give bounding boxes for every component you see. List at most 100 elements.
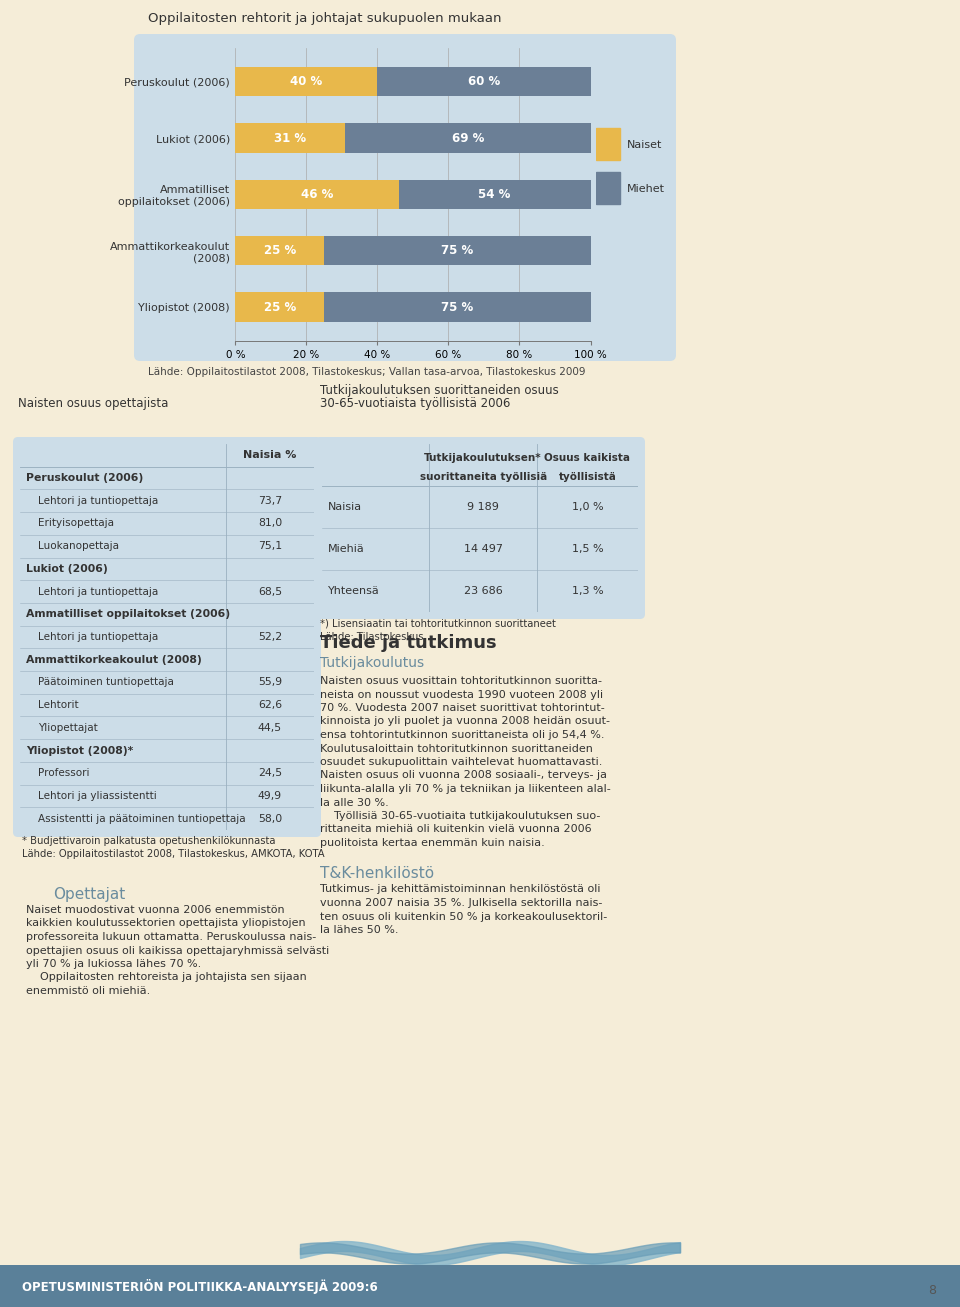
Text: Luokanopettaja: Luokanopettaja bbox=[37, 541, 119, 552]
Text: Lehtori ja yliassistentti: Lehtori ja yliassistentti bbox=[37, 791, 156, 801]
Text: 54 %: 54 % bbox=[478, 188, 511, 201]
Text: Assistentti ja päätoiminen tuntiopettaja: Assistentti ja päätoiminen tuntiopettaja bbox=[37, 814, 245, 823]
Text: 9 189: 9 189 bbox=[468, 502, 499, 512]
Text: 49,9: 49,9 bbox=[258, 791, 282, 801]
Text: Yhteensä: Yhteensä bbox=[328, 586, 380, 596]
Text: Lehtori ja tuntiopettaja: Lehtori ja tuntiopettaja bbox=[37, 495, 157, 506]
Text: Tiede ja tutkimus: Tiede ja tutkimus bbox=[320, 634, 496, 652]
Text: Miehet: Miehet bbox=[627, 183, 665, 193]
Text: 1,0 %: 1,0 % bbox=[571, 502, 603, 512]
Text: neista on noussut vuodesta 1990 vuoteen 2008 yli: neista on noussut vuodesta 1990 vuoteen … bbox=[320, 690, 603, 699]
Text: 55,9: 55,9 bbox=[258, 677, 282, 687]
Text: Lehtorit: Lehtorit bbox=[37, 701, 79, 710]
Text: Naisten osuus oli vuonna 2008 sosiaali-, terveys- ja: Naisten osuus oli vuonna 2008 sosiaali-,… bbox=[320, 771, 607, 780]
Text: ten osuus oli kuitenkin 50 % ja korkeakoulusektoril-: ten osuus oli kuitenkin 50 % ja korkeako… bbox=[320, 911, 608, 921]
Text: la lähes 50 %.: la lähes 50 %. bbox=[320, 925, 398, 935]
Text: Lehtori ja tuntiopettaja: Lehtori ja tuntiopettaja bbox=[37, 633, 157, 642]
Text: 62,6: 62,6 bbox=[258, 701, 282, 710]
Text: Miehiä: Miehiä bbox=[328, 544, 365, 554]
Bar bbox=[596, 128, 620, 161]
Text: 69 %: 69 % bbox=[452, 132, 484, 145]
Text: Professori: Professori bbox=[37, 769, 89, 778]
Text: 58,0: 58,0 bbox=[258, 814, 282, 823]
Text: Lähde: Oppilaitostilastot 2008, Tilastokeskus, AMKOTA, KOTA: Lähde: Oppilaitostilastot 2008, Tilastok… bbox=[22, 850, 324, 859]
Text: kaikkien koulutussektorien opettajista yliopistojen: kaikkien koulutussektorien opettajista y… bbox=[26, 919, 305, 928]
Text: Tutkijakoulutuksen suorittaneiden osuus: Tutkijakoulutuksen suorittaneiden osuus bbox=[320, 384, 559, 397]
Text: Lehtori ja tuntiopettaja: Lehtori ja tuntiopettaja bbox=[37, 587, 157, 596]
Text: 75 %: 75 % bbox=[442, 301, 473, 314]
Text: Lähde: Tilastokeskus: Lähde: Tilastokeskus bbox=[320, 633, 423, 642]
Text: Naisia %: Naisia % bbox=[243, 451, 297, 460]
Text: ensa tohtorintutkinnon suorittaneista oli jo 54,4 %.: ensa tohtorintutkinnon suorittaneista ol… bbox=[320, 731, 605, 740]
Text: 24,5: 24,5 bbox=[258, 769, 282, 778]
Text: Lähde: Oppilaitostilastot 2008, Tilastokeskus; Vallan tasa-arvoa, Tilastokeskus : Lähde: Oppilaitostilastot 2008, Tilastok… bbox=[148, 367, 586, 376]
Bar bbox=[235, 179, 398, 209]
Text: 68,5: 68,5 bbox=[258, 587, 282, 596]
Text: 1,5 %: 1,5 % bbox=[571, 544, 603, 554]
Text: Yliopettajat: Yliopettajat bbox=[37, 723, 97, 733]
Bar bbox=[235, 67, 377, 97]
Text: 73,7: 73,7 bbox=[258, 495, 282, 506]
Text: Tutkijakoulutus: Tutkijakoulutus bbox=[320, 656, 424, 670]
Text: 70 %. Vuodesta 2007 naiset suorittivat tohtorintut-: 70 %. Vuodesta 2007 naiset suorittivat t… bbox=[320, 703, 605, 714]
Text: Oppilaitosten rehtorit ja johtajat sukupuolen mukaan: Oppilaitosten rehtorit ja johtajat sukup… bbox=[148, 12, 501, 25]
FancyBboxPatch shape bbox=[315, 437, 645, 620]
Text: Naisia: Naisia bbox=[328, 502, 363, 512]
Text: 40 %: 40 % bbox=[290, 76, 323, 88]
Text: Naisten osuus vuosittain tohtoritutkinnon suoritta-: Naisten osuus vuosittain tohtoritutkinno… bbox=[320, 676, 602, 686]
Text: 30-65-vuotiaista työllisistä 2006: 30-65-vuotiaista työllisistä 2006 bbox=[320, 397, 511, 410]
Text: OPETUSMINISTERIÖN POLITIIKKA-ANALYYSEJÄ 2009:6: OPETUSMINISTERIÖN POLITIIKKA-ANALYYSEJÄ … bbox=[22, 1278, 377, 1294]
Text: 75 %: 75 % bbox=[442, 244, 473, 257]
Text: rittaneita miehiä oli kuitenkin vielä vuonna 2006: rittaneita miehiä oli kuitenkin vielä vu… bbox=[320, 825, 591, 834]
Text: Tutkijakoulutuksen*: Tutkijakoulutuksen* bbox=[424, 454, 542, 463]
Text: Oppilaitosten rehtoreista ja johtajista sen sijaan: Oppilaitosten rehtoreista ja johtajista … bbox=[26, 972, 307, 983]
Bar bbox=[235, 123, 346, 153]
FancyBboxPatch shape bbox=[134, 34, 676, 361]
Text: enemmistö oli miehiä.: enemmistö oli miehiä. bbox=[26, 985, 151, 996]
Text: Työllisiä 30-65-vuotiaita tutkijakoulutuksen suo-: Työllisiä 30-65-vuotiaita tutkijakoulutu… bbox=[320, 812, 600, 821]
Text: vuonna 2007 naisia 35 %. Julkisella sektorilla nais-: vuonna 2007 naisia 35 %. Julkisella sekt… bbox=[320, 898, 602, 908]
Text: Naiset muodostivat vuonna 2006 enemmistön: Naiset muodostivat vuonna 2006 enemmistö… bbox=[26, 904, 284, 915]
Text: Ammattikorkeakoulut (2008): Ammattikorkeakoulut (2008) bbox=[26, 655, 202, 665]
Text: T&K-henkilöstö: T&K-henkilöstö bbox=[320, 867, 434, 881]
Text: * Budjettivaroin palkatusta opetushenkilökunnasta: * Budjettivaroin palkatusta opetushenkil… bbox=[22, 836, 276, 846]
Text: kinnoista jo yli puolet ja vuonna 2008 heidän osuut-: kinnoista jo yli puolet ja vuonna 2008 h… bbox=[320, 716, 610, 727]
Text: Naiset: Naiset bbox=[627, 140, 662, 149]
Text: Naisten osuus opettajista: Naisten osuus opettajista bbox=[18, 397, 168, 410]
Bar bbox=[324, 237, 590, 265]
Bar bbox=[235, 237, 324, 265]
Text: 75,1: 75,1 bbox=[258, 541, 282, 552]
Text: Koulutusaloittain tohtoritutkinnon suorittaneiden: Koulutusaloittain tohtoritutkinnon suori… bbox=[320, 744, 593, 754]
Text: Opettajat: Opettajat bbox=[53, 887, 125, 902]
Bar bbox=[398, 179, 590, 209]
Text: 31 %: 31 % bbox=[275, 132, 306, 145]
Text: Tutkimus- ja kehittämistoiminnan henkilöstöstä oli: Tutkimus- ja kehittämistoiminnan henkilö… bbox=[320, 885, 601, 894]
Text: professoreita lukuun ottamatta. Peruskoulussa nais-: professoreita lukuun ottamatta. Peruskou… bbox=[26, 932, 316, 942]
Text: 25 %: 25 % bbox=[264, 301, 296, 314]
Bar bbox=[346, 123, 590, 153]
Text: Ammatilliset oppilaitokset (2006): Ammatilliset oppilaitokset (2006) bbox=[26, 609, 230, 620]
Text: 8: 8 bbox=[928, 1283, 936, 1297]
Text: 81,0: 81,0 bbox=[258, 519, 282, 528]
Text: Peruskoulut (2006): Peruskoulut (2006) bbox=[26, 473, 143, 484]
Text: 1,3 %: 1,3 % bbox=[571, 586, 603, 596]
Text: Lukiot (2006): Lukiot (2006) bbox=[26, 563, 108, 574]
FancyBboxPatch shape bbox=[0, 1265, 960, 1307]
Text: 14 497: 14 497 bbox=[464, 544, 503, 554]
Bar bbox=[377, 67, 590, 97]
Text: 46 %: 46 % bbox=[300, 188, 333, 201]
Text: osuudet sukupuolittain vaihtelevat huomattavasti.: osuudet sukupuolittain vaihtelevat huoma… bbox=[320, 757, 602, 767]
Text: 52,2: 52,2 bbox=[258, 633, 282, 642]
Text: liikunta-alalla yli 70 % ja tekniikan ja liikenteen alal-: liikunta-alalla yli 70 % ja tekniikan ja… bbox=[320, 784, 611, 793]
Text: 60 %: 60 % bbox=[468, 76, 500, 88]
Text: 44,5: 44,5 bbox=[258, 723, 282, 733]
Text: Erityisopettaja: Erityisopettaja bbox=[37, 519, 113, 528]
Text: puolitoista kertaa enemmän kuin naisia.: puolitoista kertaa enemmän kuin naisia. bbox=[320, 838, 544, 848]
Text: Yliopistot (2008)*: Yliopistot (2008)* bbox=[26, 745, 133, 755]
Text: työllisistä: työllisistä bbox=[559, 472, 616, 482]
Text: yli 70 % ja lukiossa lähes 70 %.: yli 70 % ja lukiossa lähes 70 %. bbox=[26, 959, 202, 968]
Text: Osuus kaikista: Osuus kaikista bbox=[544, 454, 631, 463]
FancyBboxPatch shape bbox=[13, 437, 321, 836]
Text: Päätoiminen tuntiopettaja: Päätoiminen tuntiopettaja bbox=[37, 677, 174, 687]
Bar bbox=[324, 293, 590, 322]
